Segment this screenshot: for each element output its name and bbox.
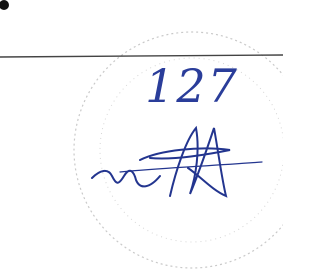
scanned-document: 127 [0, 0, 283, 279]
page: 127 (() => { const data = JSON.parse(doc… [0, 0, 283, 279]
handwritten-number: 127 [145, 59, 239, 113]
